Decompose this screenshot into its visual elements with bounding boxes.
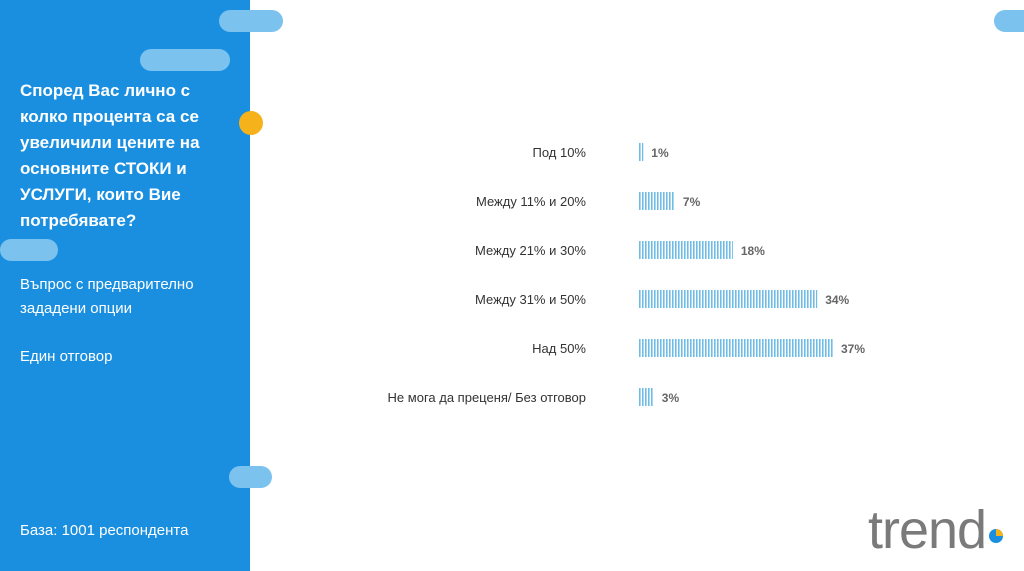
bar [638, 339, 833, 357]
svg-text:trend: trend [868, 500, 986, 560]
trend-logo: trend [868, 500, 1003, 560]
question-type: Въпрос с предварително зададени опции [20, 276, 194, 317]
decor-pill-lower [229, 466, 272, 488]
value-label: 3% [662, 391, 680, 405]
sample-base: База: 1001 респондента [20, 522, 189, 539]
decor-pill-right [994, 10, 1024, 32]
decor-dot [239, 111, 263, 135]
value-label: 7% [683, 195, 701, 209]
logo-segment-icon [996, 529, 1003, 536]
value-label: 18% [741, 244, 765, 258]
bar [638, 241, 733, 259]
decor-pill-upper [140, 49, 230, 71]
decor-pill-top [219, 10, 283, 32]
bar [638, 143, 644, 161]
bar [638, 290, 818, 308]
decor-pill-middle [0, 239, 58, 261]
category-label: Не мога да преценя/ Без отговор [388, 390, 586, 405]
sidebar: Според Вас лично с колко процента са се … [0, 0, 250, 571]
category-label: Над 50% [532, 341, 586, 356]
value-label: 34% [825, 293, 849, 307]
value-label: 1% [651, 146, 669, 160]
answer-type: Един отговор [20, 348, 113, 365]
bar [638, 388, 654, 406]
bar [638, 192, 675, 210]
category-label: Между 21% и 30% [475, 243, 586, 258]
category-label: Под 10% [532, 145, 586, 160]
value-label: 37% [841, 342, 865, 356]
category-label: Между 11% и 20% [476, 194, 586, 209]
question-text: Според Вас лично с колко процента са се … [20, 81, 200, 230]
category-label: Между 31% и 50% [475, 292, 586, 307]
